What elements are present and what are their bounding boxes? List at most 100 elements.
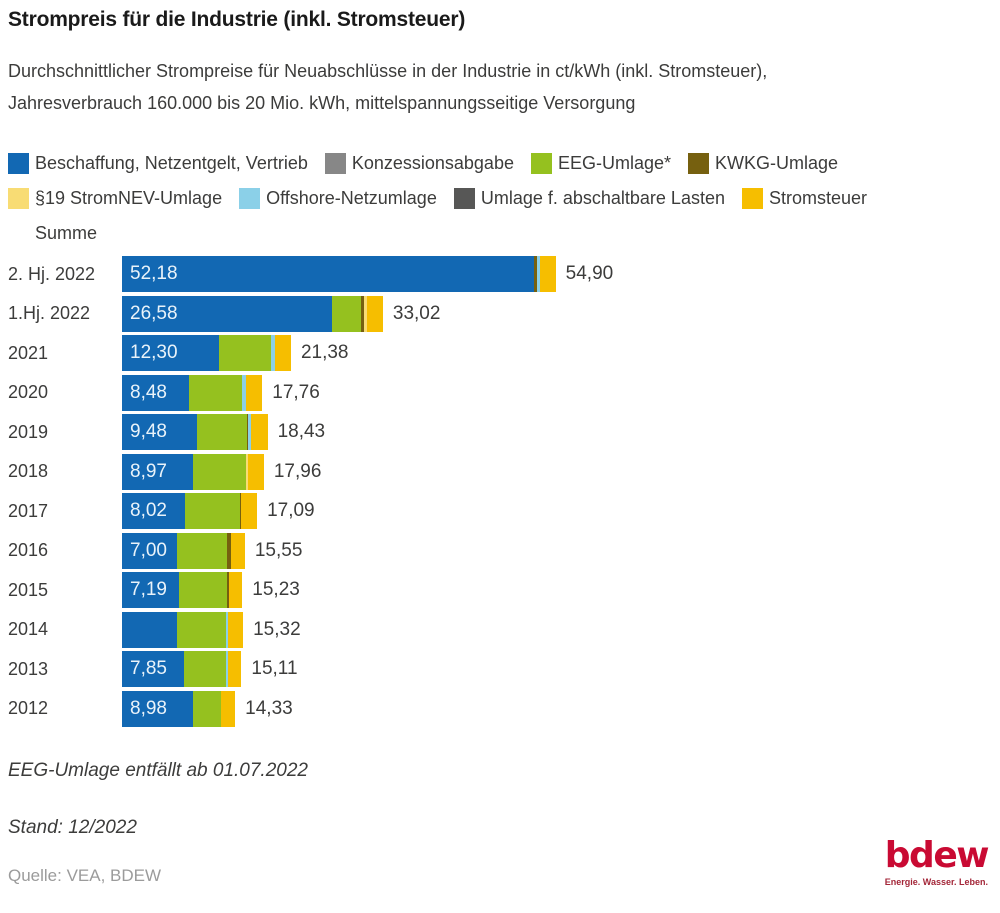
legend-label: Stromsteuer	[768, 188, 868, 208]
bar-segment-eeg	[177, 611, 227, 648]
footnote-eeg: EEG-Umlage entfällt ab 01.07.2022	[8, 760, 308, 781]
bar-segment-kwkg	[227, 572, 230, 608]
legend-label: EEG-Umlage*	[557, 153, 672, 173]
bar-segment-beschaffung	[122, 256, 535, 292]
bar-segment-offshore	[270, 335, 275, 371]
legend-item-beschaffung: Beschaffung, Netzentgelt, Vertrieb	[8, 153, 308, 174]
bar-segment-eeg	[219, 335, 271, 371]
bar-row: 2016 7,00 15,55	[8, 532, 994, 569]
bar-segment-beschaffung	[122, 651, 184, 687]
bar-segment-stromsteuer	[367, 295, 383, 332]
bar-segment-kwkg	[247, 414, 249, 450]
category-label: 2017	[8, 500, 49, 521]
bar-segment-offshore	[226, 611, 229, 648]
bar-total-label: 17,76	[272, 381, 320, 403]
category-label: 1.Hj. 2022	[8, 303, 91, 323]
legend-label: Konzessionsabgabe	[351, 153, 514, 173]
bar-track: 8,98 14,33	[122, 690, 994, 727]
bdew-logo: bdew Energie. Wasser. Leben.	[884, 838, 990, 888]
bar-value-label: 9,48	[130, 421, 167, 442]
bar-segment-eeg	[192, 453, 247, 490]
legend-item-abla: Umlage f. abschaltbare Lasten	[453, 188, 725, 209]
legend-item-offshore: Offshore-Netzumlage	[239, 188, 437, 209]
bar-segment-eeg	[332, 295, 362, 332]
bar-track: 26,58 33,02	[122, 295, 994, 332]
bar-segment-beschaffung	[122, 493, 186, 529]
bar-segment-s19	[246, 453, 248, 490]
bar-segment-offshore	[248, 414, 252, 450]
bar-segment-kwkg	[239, 493, 241, 529]
category-label: 2015	[8, 579, 49, 600]
bar-value-label: 52,18	[130, 263, 178, 284]
bar-total-label: 15,23	[252, 579, 300, 600]
bar-row: 2019 9,48 18,43	[8, 414, 994, 450]
bar-row: 2020 8,48 17,76	[8, 374, 994, 411]
legend-label: Summe	[35, 223, 98, 243]
bar-total-label: 14,33	[245, 697, 293, 719]
legend-item-s19: §19 StromNEV-Umlage	[8, 188, 222, 209]
bar-segment-eeg	[184, 651, 226, 687]
bar-segment-offshore	[537, 256, 541, 292]
bar-segment-eeg	[192, 690, 222, 727]
bar-segment-stromsteuer	[246, 374, 263, 411]
bar-segment-beschaffung	[122, 532, 178, 569]
bar-segment-s19	[364, 295, 368, 332]
bar-total-label: 17,09	[267, 500, 315, 521]
legend-label: Umlage f. abschaltbare Lasten	[480, 188, 725, 208]
bar-value-label: 7,19	[130, 579, 167, 600]
category-label: 2016	[8, 540, 49, 560]
bar-row: 2021 12,30 21,38	[8, 335, 994, 371]
bar-track: 15,32	[122, 611, 994, 648]
category-label: 2021	[8, 342, 49, 363]
bar-value-label: 12,30	[130, 342, 178, 363]
bar-segment-kwkg	[534, 256, 538, 292]
bar-total-label: 15,11	[251, 658, 298, 679]
konzession-swatch-icon	[324, 153, 346, 174]
bar-segment-beschaffung	[122, 611, 177, 648]
bar-segment-stromsteuer	[230, 532, 245, 569]
bar-total-label: 54,90	[565, 263, 614, 284]
bar-segment-stromsteuer	[540, 256, 556, 292]
bar-track: 9,48 18,43	[122, 414, 994, 450]
category-label: 2014	[8, 619, 49, 639]
legend-item-eeg: EEG-Umlage*	[530, 153, 672, 174]
bar-row: 2012 8,98 14,33	[8, 690, 994, 727]
bar-segment-beschaffung	[122, 374, 189, 411]
bar-total-label: 17,96	[273, 460, 322, 482]
bar-segment-beschaffung	[122, 295, 332, 332]
bdew-logo-tagline: Energie. Wasser. Leben.	[884, 877, 988, 887]
legend-item-summe: Summe	[8, 223, 97, 244]
stromsteuer-swatch-icon	[741, 188, 763, 209]
bar-value-label: 8,02	[130, 500, 167, 521]
category-label: 2018	[8, 461, 49, 481]
legend-label: Offshore-Netzumlage	[266, 188, 437, 208]
bar-segment-eeg	[177, 532, 228, 569]
bar-segment-eeg	[178, 572, 228, 608]
bar-segment-stromsteuer	[240, 493, 258, 529]
bar-segment-offshore	[242, 374, 247, 411]
bar-row: 1.Hj. 2022 26,58 33,02	[8, 295, 994, 332]
eeg-swatch-icon	[530, 153, 552, 174]
bar-row: 2017 8,02 17,09	[8, 493, 994, 529]
page-title: Strompreis für die Industrie (inkl. Stro…	[8, 8, 466, 31]
summe-swatch-icon	[8, 223, 29, 244]
bar-total-label: 18,43	[277, 421, 326, 442]
legend-label: KWKG-Umlage	[715, 153, 839, 173]
bar-segment-kwkg	[361, 295, 365, 332]
bar-value-label: 7,00	[130, 539, 167, 561]
bar-track: 8,02 17,09	[122, 493, 994, 529]
bar-segment-offshore	[225, 651, 228, 687]
legend: Beschaffung, Netzentgelt, Vertrieb Konzes…	[8, 153, 986, 244]
legend-label: §19 StromNEV-Umlage	[35, 188, 223, 208]
bar-segment-stromsteuer	[227, 651, 242, 687]
beschaffung-swatch-icon	[8, 153, 29, 174]
bar-row: 2015 7,19 15,23	[8, 572, 994, 608]
abla-swatch-icon	[453, 188, 475, 209]
category-label: 2019	[8, 421, 49, 442]
bar-segment-beschaffung	[122, 572, 179, 608]
category-label: 2020	[8, 382, 49, 402]
legend-item-kwkg: KWKG-Umlage	[688, 153, 838, 174]
bar-value-label: 8,48	[130, 381, 167, 403]
legend-label: Beschaffung, Netzentgelt, Vertrieb	[35, 153, 308, 173]
